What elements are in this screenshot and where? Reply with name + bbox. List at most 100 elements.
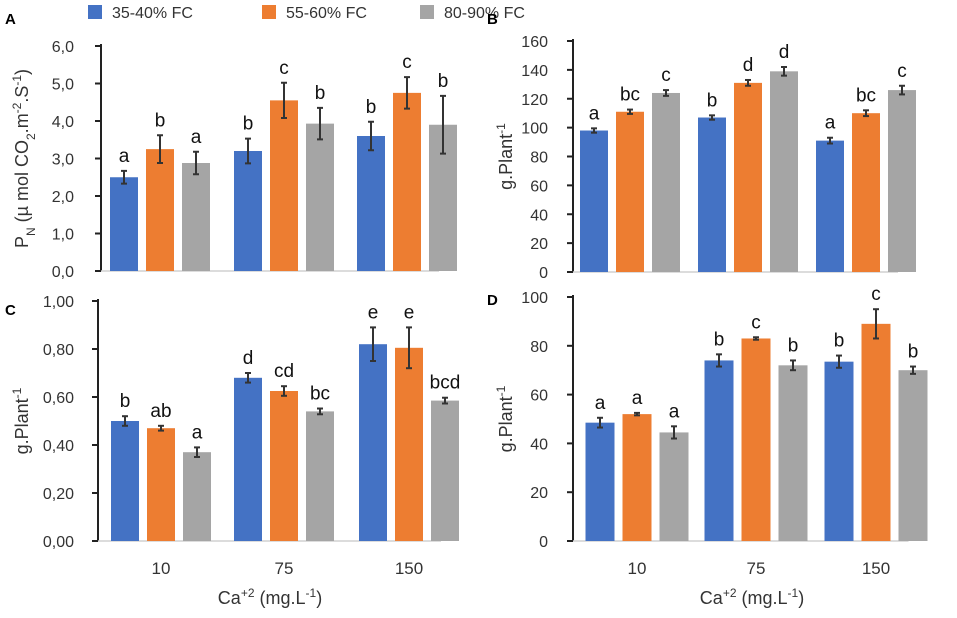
- panel-letter: B: [487, 11, 498, 28]
- y-tick-label: 2,0: [52, 189, 74, 206]
- x-tick-label: 150: [395, 559, 423, 578]
- y-tick-label: 1,0: [52, 227, 74, 244]
- bar-C-80-90% FC-150: [431, 400, 459, 541]
- y-tick-label: 120: [521, 92, 548, 109]
- chart-panels: A 0,0 1,0 2,0 3,0 4,0 5,0 6,0 PN (µ mol CO2.m-2.…: [5, 11, 928, 578]
- significance-label: b: [120, 391, 131, 412]
- significance-label: c: [402, 52, 412, 73]
- y-tick-label: 80: [530, 150, 548, 167]
- bar-D-35-40% FC-150: [824, 361, 854, 541]
- bar-B-80-90% FC-75: [770, 71, 798, 272]
- legend-swatch: [420, 5, 434, 19]
- y-tick-label: 40: [530, 207, 548, 224]
- legend-label: 80-90% FC: [444, 5, 525, 22]
- significance-label: a: [825, 113, 836, 134]
- x-tick-label: 10: [628, 559, 647, 578]
- panel-letter: C: [5, 302, 16, 319]
- significance-label: b: [243, 114, 254, 135]
- legend-swatch: [262, 5, 276, 19]
- chart-panel-B: B020406080100120140160g.Plant-1ababcdbcc…: [487, 11, 916, 282]
- chart-panel-D: D 0 20 40 60 80 100 g.Plant-1 a b b a c c a b b 10 75 150: [487, 284, 928, 578]
- y-tick-label: 160: [521, 34, 548, 51]
- significance-label: c: [897, 61, 907, 82]
- y-axis-label: g.Plant-1: [494, 385, 516, 452]
- x-tick-label: 75: [275, 559, 294, 578]
- chart-panel-C: C0,000,200,400,600,801,00g.Plant-1 bdeabc…: [5, 294, 460, 578]
- significance-label: a: [191, 127, 202, 148]
- y-tick-label: 4,0: [52, 114, 74, 131]
- bar-C-80-90% FC-10: [183, 452, 211, 541]
- y-tick-label: 0,40: [43, 438, 74, 455]
- y-axis-label: g.Plant-1: [494, 123, 516, 190]
- bar-D-55-60% FC-10: [622, 414, 652, 541]
- significance-label: c: [279, 58, 289, 79]
- significance-label: bc: [620, 85, 640, 106]
- panel-letter: A: [5, 11, 16, 28]
- bar-D-80-90% FC-75: [778, 365, 808, 541]
- legend-swatch: [88, 5, 102, 19]
- bar-B-80-90% FC-10: [652, 92, 680, 272]
- y-tick-label: 0: [539, 534, 548, 551]
- bar-B-80-90% FC-150: [888, 90, 916, 273]
- bar-A-35-40% FC-10: [110, 177, 138, 271]
- significance-label: c: [751, 312, 761, 333]
- x-tick-label: 150: [862, 559, 890, 578]
- significance-label: b: [155, 110, 166, 131]
- bar-B-55-60% FC-150: [852, 113, 880, 272]
- significance-label: d: [743, 55, 754, 76]
- significance-label: b: [714, 329, 725, 350]
- significance-label: b: [315, 83, 326, 104]
- significance-label: a: [632, 388, 643, 409]
- y-tick-label: 0,00: [43, 534, 74, 551]
- significance-label: e: [404, 302, 415, 323]
- y-axis-label: PN (µ mol CO2.m-2.S-1): [10, 69, 38, 248]
- significance-label: d: [779, 42, 790, 63]
- y-tick-label: 140: [521, 63, 548, 80]
- significance-label: d: [243, 348, 254, 369]
- significance-label: b: [366, 97, 377, 118]
- bar-A-55-60% FC-75: [270, 100, 298, 271]
- y-tick-label: 0,20: [43, 486, 74, 503]
- y-tick-label: 20: [530, 485, 548, 502]
- bar-A-55-60% FC-150: [393, 92, 421, 271]
- significance-label: ab: [150, 401, 171, 422]
- bar-A-80-90% FC-75: [306, 123, 334, 271]
- y-tick-label: 0,0: [52, 264, 74, 281]
- legend-label: 35-40% FC: [112, 5, 193, 22]
- significance-label: b: [788, 335, 799, 356]
- y-tick-label: 80: [530, 339, 548, 356]
- bar-C-55-60% FC-150: [395, 347, 423, 541]
- significance-label: cd: [274, 361, 294, 382]
- significance-label: a: [589, 103, 600, 124]
- significance-label: c: [661, 65, 671, 86]
- significance-label: a: [595, 393, 606, 414]
- y-tick-label: 60: [530, 388, 548, 405]
- legend-label: 55-60% FC: [286, 5, 367, 22]
- legend: 35-40% FC 55-60% FC 80-90% FC: [88, 5, 525, 22]
- y-tick-label: 100: [521, 290, 548, 307]
- bar-C-35-40% FC-150: [359, 344, 387, 541]
- x-axis-labels: Ca+2 (mg.L-1) Ca+2 (mg.L-1): [218, 586, 804, 608]
- bar-D-35-40% FC-10: [585, 422, 615, 541]
- x-tick-label: 10: [152, 559, 171, 578]
- bar-B-35-40% FC-10: [580, 130, 608, 272]
- bar-D-80-90% FC-10: [659, 432, 689, 541]
- y-tick-label: 0,80: [43, 342, 74, 359]
- significance-label: b: [908, 342, 919, 363]
- y-tick-label: 6,0: [52, 39, 74, 56]
- chart-panel-A: A 0,0 1,0 2,0 3,0 4,0 5,0 6,0 PN (µ mol CO2.m-2.…: [5, 11, 457, 281]
- significance-label: bcd: [430, 373, 461, 394]
- bar-B-35-40% FC-150: [816, 140, 844, 272]
- y-tick-label: 3,0: [52, 152, 74, 169]
- y-tick-label: 5,0: [52, 77, 74, 94]
- significance-label: a: [119, 146, 130, 167]
- significance-label: b: [438, 71, 449, 92]
- y-tick-label: 20: [530, 236, 548, 253]
- x-axis-label: Ca+2 (mg.L-1): [700, 586, 804, 608]
- bar-D-80-90% FC-150: [898, 370, 928, 541]
- bar-A-80-90% FC-10: [182, 163, 210, 271]
- bar-D-55-60% FC-75: [741, 338, 771, 541]
- significance-label: a: [669, 401, 680, 422]
- y-tick-label: 0,60: [43, 390, 74, 407]
